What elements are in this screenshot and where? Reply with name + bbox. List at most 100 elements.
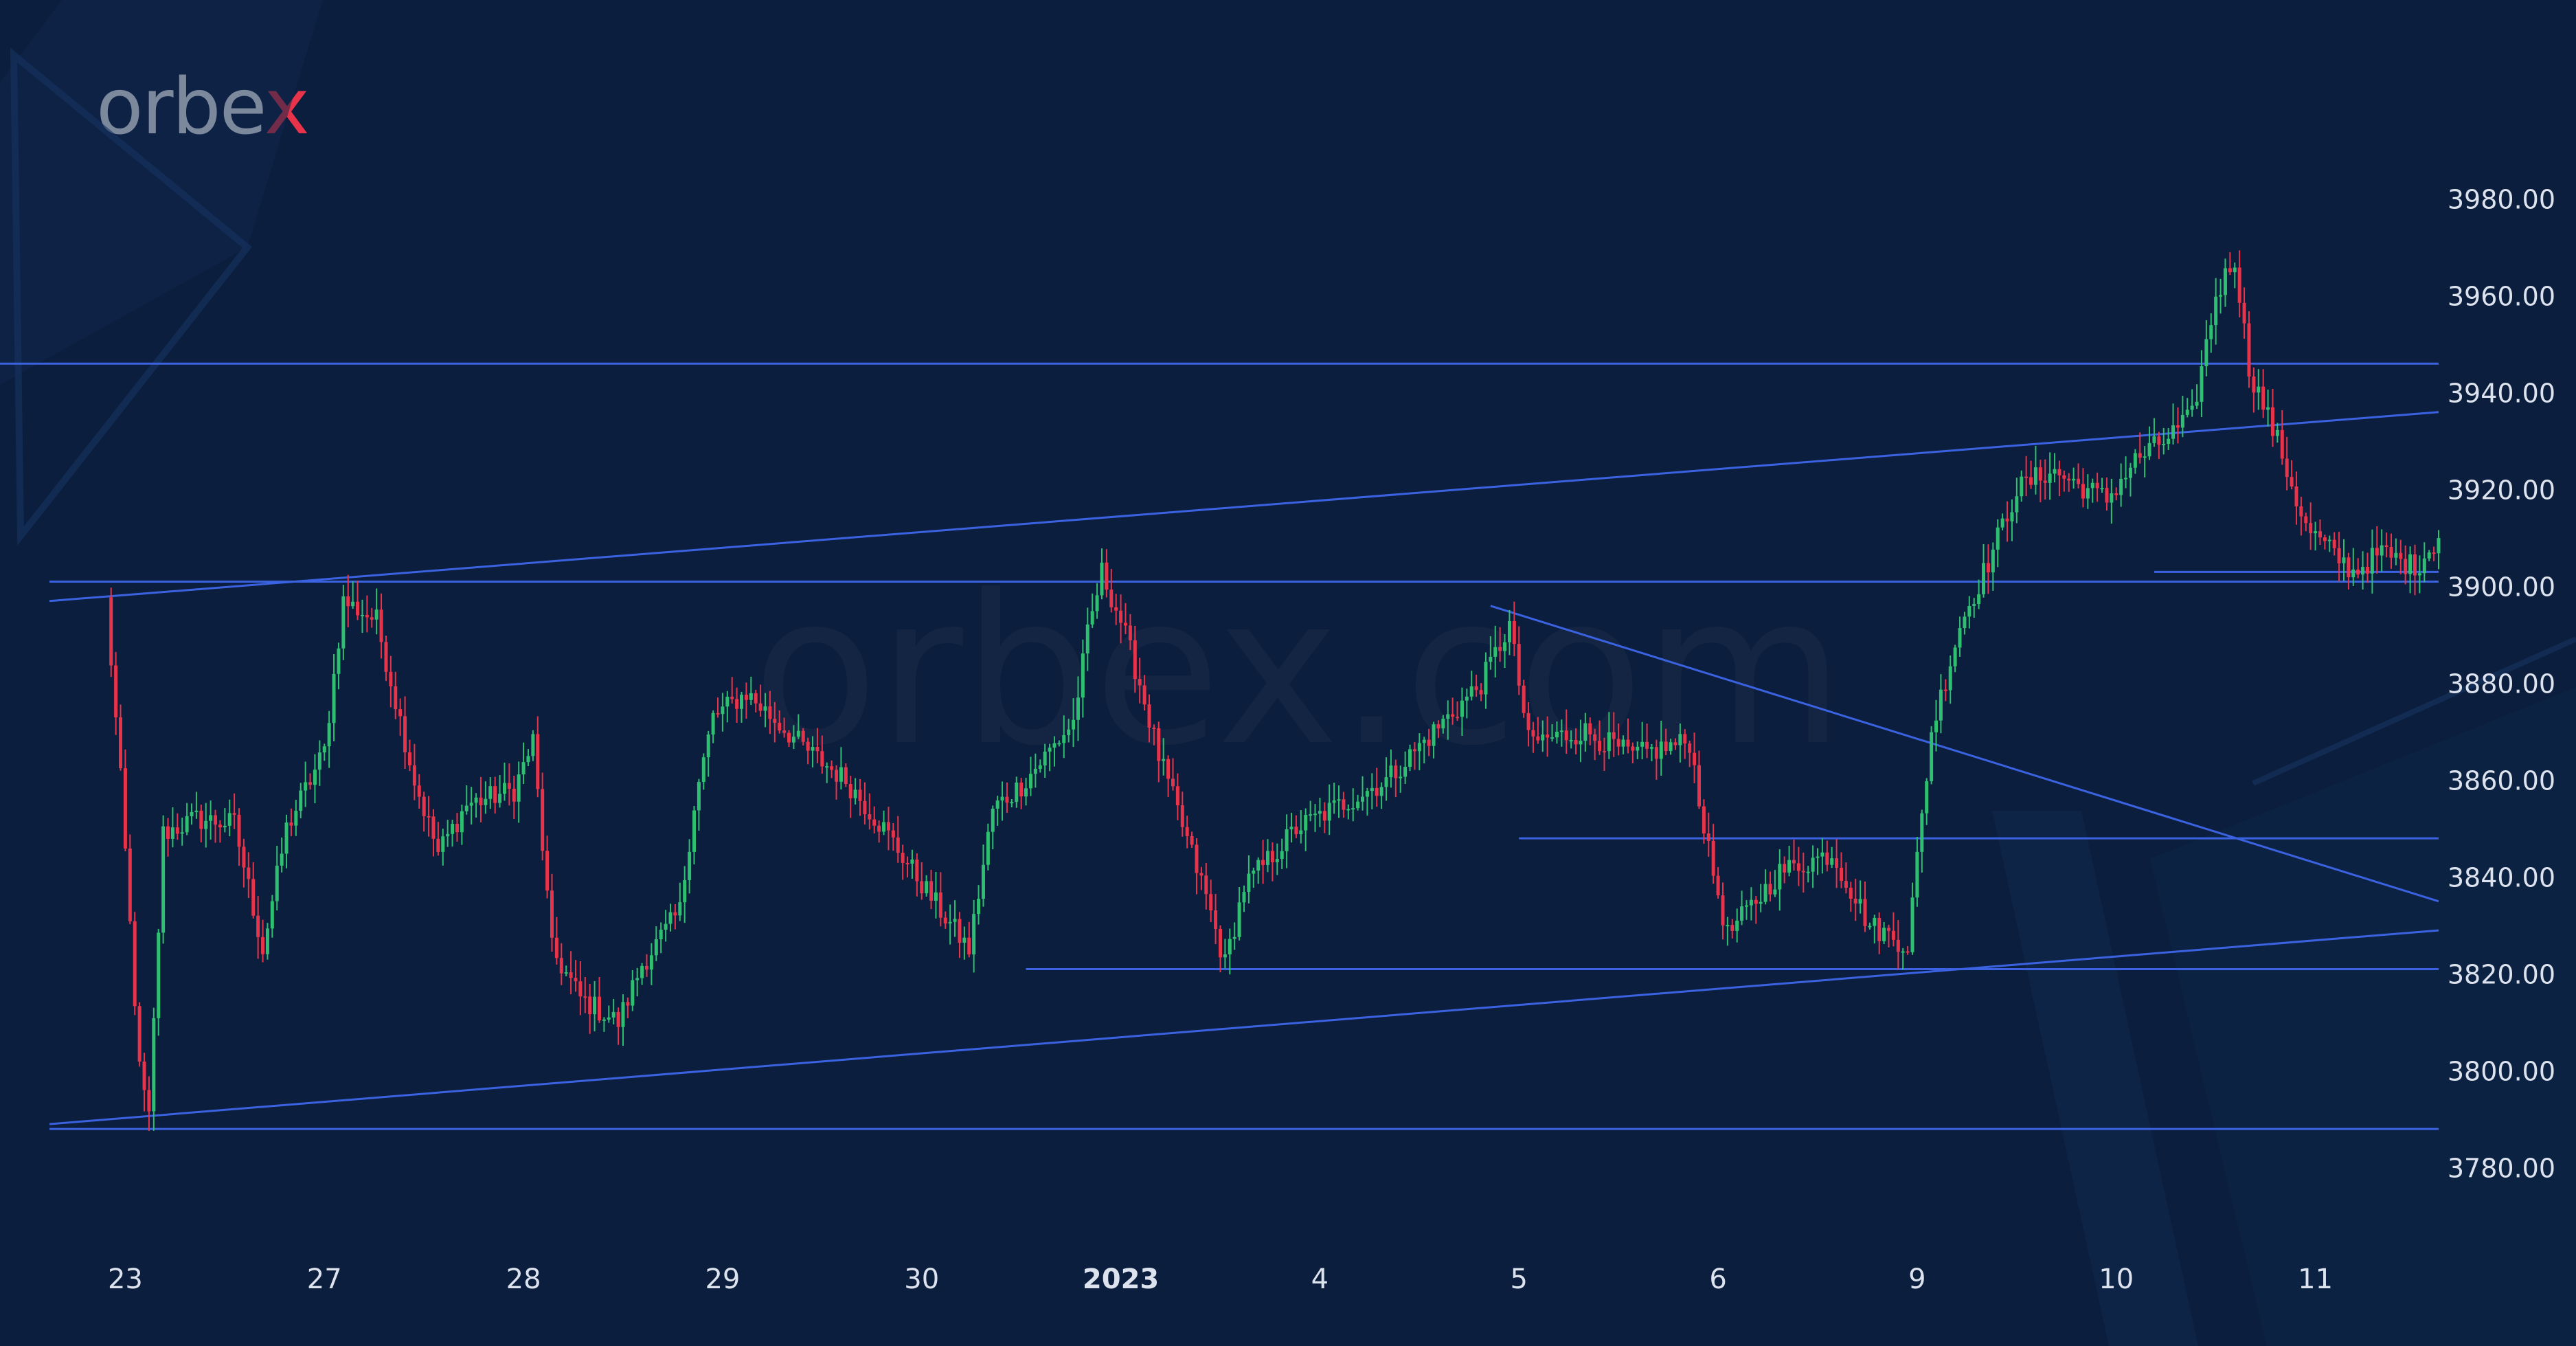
candle [640,963,644,985]
candle-body [2062,475,2066,479]
candle [716,697,720,718]
candle-body [1294,827,1298,835]
candle [1726,917,1730,946]
candle [1237,887,1241,941]
candle [1427,728,1431,756]
candle [1460,687,1464,736]
candle-body [2152,436,2156,443]
candle-body [740,695,744,709]
candle [1190,831,1194,849]
candle-body [1142,685,1146,705]
candle [1503,634,1507,669]
candle [1716,867,1720,899]
candle-body [394,686,398,710]
candle-body [697,782,701,811]
candle [1546,716,1550,757]
candle [1209,879,1213,922]
candle [479,776,483,822]
candle-body [1598,741,1602,752]
candle-body [502,783,506,794]
candle-body [157,932,161,1018]
candle-body [1218,928,1222,958]
candle-body [2219,295,2223,297]
candle [649,943,653,985]
candle-body [2053,469,2057,474]
candle-body [2110,493,2114,503]
candle [1531,721,1535,753]
candle [1773,870,1777,897]
candle [2422,542,2426,583]
candle-body [227,813,231,826]
candle-body [190,811,194,816]
candle-body [2214,296,2218,326]
candle-body [1451,714,1455,717]
candle [2015,478,2019,524]
candle-body [749,693,753,700]
candle [1322,802,1326,833]
candle-body [550,890,554,938]
candle-body [706,734,710,758]
candle-body [1072,719,1076,730]
candle-body [109,597,113,666]
candle [621,994,625,1046]
candle [1967,596,1971,629]
candle [2247,311,2251,388]
candle [422,792,426,832]
candle [858,778,862,816]
candle-body [574,978,578,982]
candle [1294,815,1298,838]
candle-body [313,770,317,785]
candle [1664,728,1668,756]
candle-body [1332,800,1336,803]
candle [1318,798,1322,827]
candle [1612,712,1616,757]
candle [848,776,852,818]
candle [1446,700,1450,740]
candle-body [1726,925,1730,927]
candle [1958,616,1962,657]
candle-body [1934,720,1939,732]
candle-body [1939,689,1943,721]
candle [574,960,578,992]
candle [1754,896,1758,924]
candle [1873,915,1877,944]
candle-body [2422,558,2426,574]
candle [1033,753,1037,788]
candle [1550,724,1555,742]
candle-body [645,965,648,970]
candle [536,716,540,798]
candle-body [1825,852,1829,865]
candle [1128,614,1132,651]
candle [958,912,962,958]
candle-body [1484,662,1488,695]
candle-body [1394,765,1398,778]
candle [1844,862,1848,894]
candle-body [1379,787,1383,796]
candle-body [1541,734,1545,741]
candle [2309,502,2313,550]
candle-body [778,723,782,731]
candle-body [218,825,222,828]
candle [1792,840,1796,871]
candle-body [1280,851,1284,860]
candle-body [1370,787,1374,792]
candle [1835,839,1839,888]
candle-body [270,901,274,929]
candle [289,808,293,836]
candle [820,735,824,774]
candle [1052,736,1057,767]
candle-body [194,810,199,812]
candle-body [1090,611,1094,625]
candle-body [1678,734,1682,745]
candle-body [1744,905,1748,907]
candle [2237,250,2241,317]
candle-body [1076,697,1080,720]
candle-body [1972,604,1976,606]
candle-body [384,642,388,672]
candle [128,834,132,925]
candle-body [654,939,658,956]
candle [1384,757,1388,801]
candle [815,728,820,763]
candle-body [1754,899,1758,904]
candle-body [1512,620,1516,644]
